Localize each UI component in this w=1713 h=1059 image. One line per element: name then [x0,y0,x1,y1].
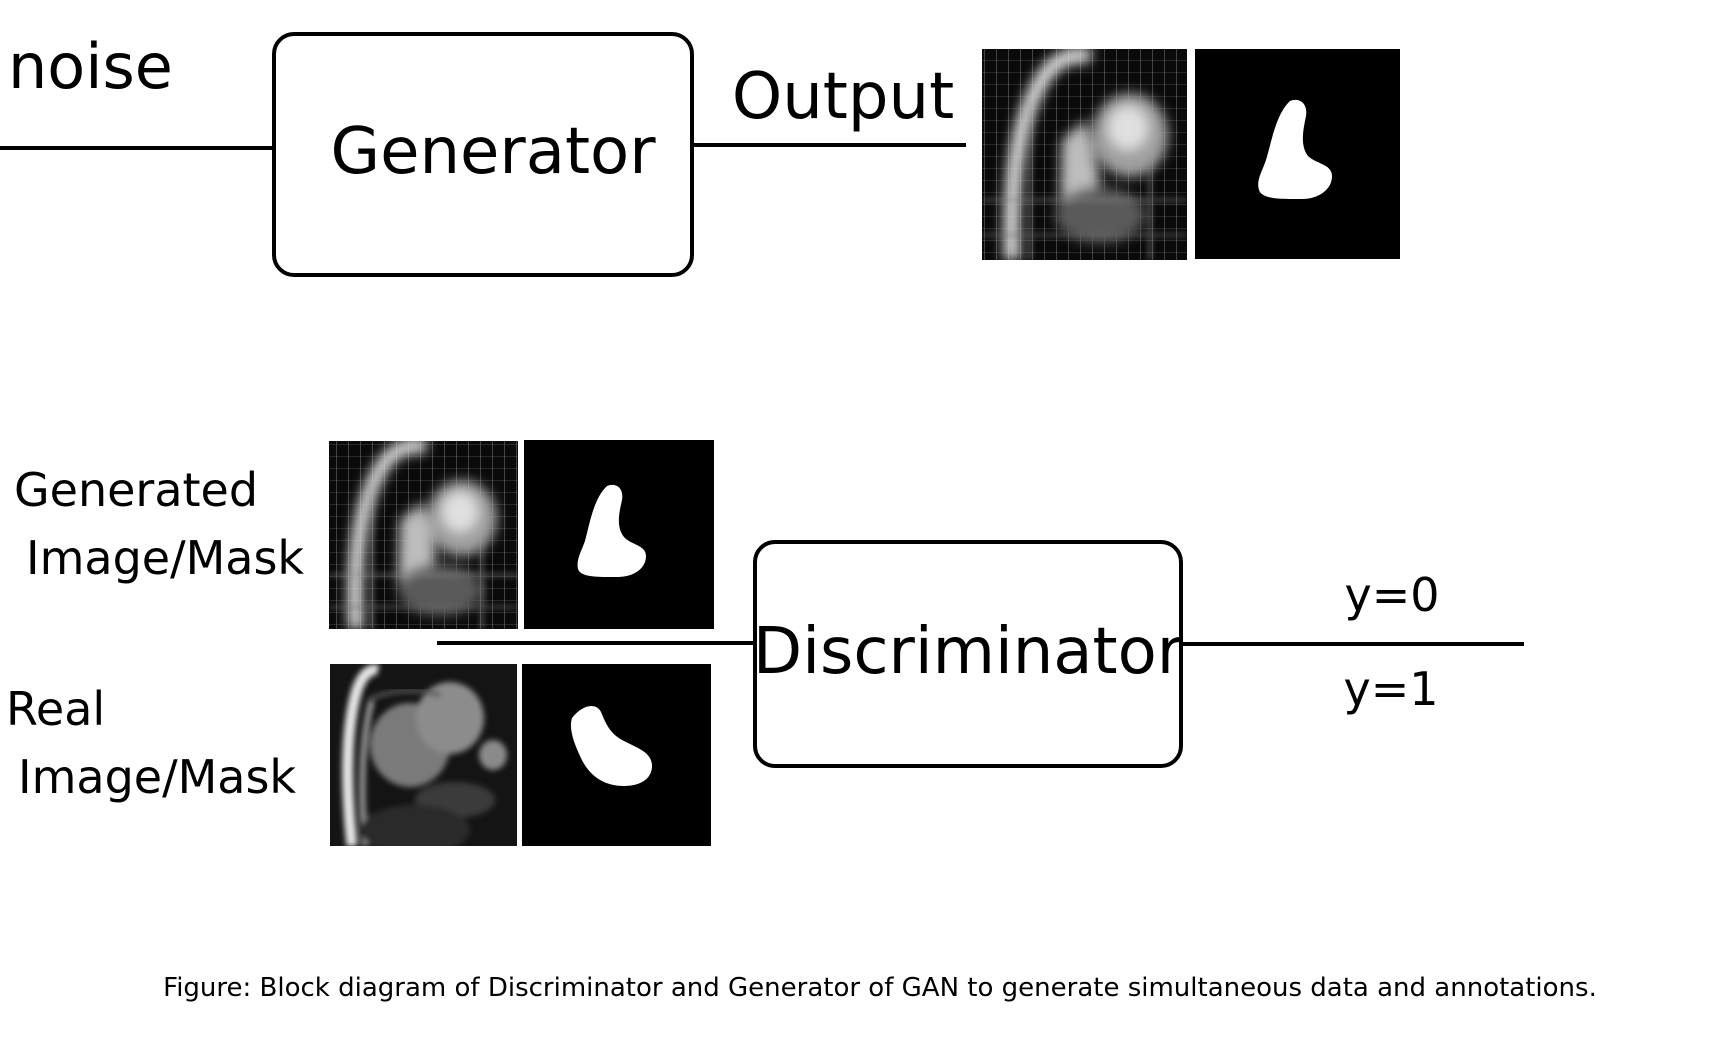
discriminator-block [753,540,1183,768]
figure-caption: Figure: Block diagram of Discriminator a… [163,973,1597,1003]
generated-label-line2: Image/Mask [26,531,304,585]
real-mask-thumbnail-icon [522,664,711,846]
generated-mri-thumbnail-icon [982,49,1187,260]
y1-label: y=1 [1343,662,1438,716]
real-label-line2: Image/Mask [18,750,296,804]
generated-mri-mid-thumbnail-icon [329,441,518,629]
real-mri-thumbnail-icon [330,664,517,846]
generated-label-line1: Generated [14,463,258,517]
generated-mask-mid-thumbnail-icon [524,440,714,629]
output-label: Output [732,60,954,134]
y0-label: y=0 [1344,568,1439,622]
discriminator-label: Discriminator [753,615,1184,689]
real-label-line1: Real [6,682,105,736]
generator-block [272,32,694,277]
generator-label: Generator [331,115,657,189]
generated-mask-thumbnail-icon [1195,49,1400,259]
noise-label: noise [8,30,173,103]
